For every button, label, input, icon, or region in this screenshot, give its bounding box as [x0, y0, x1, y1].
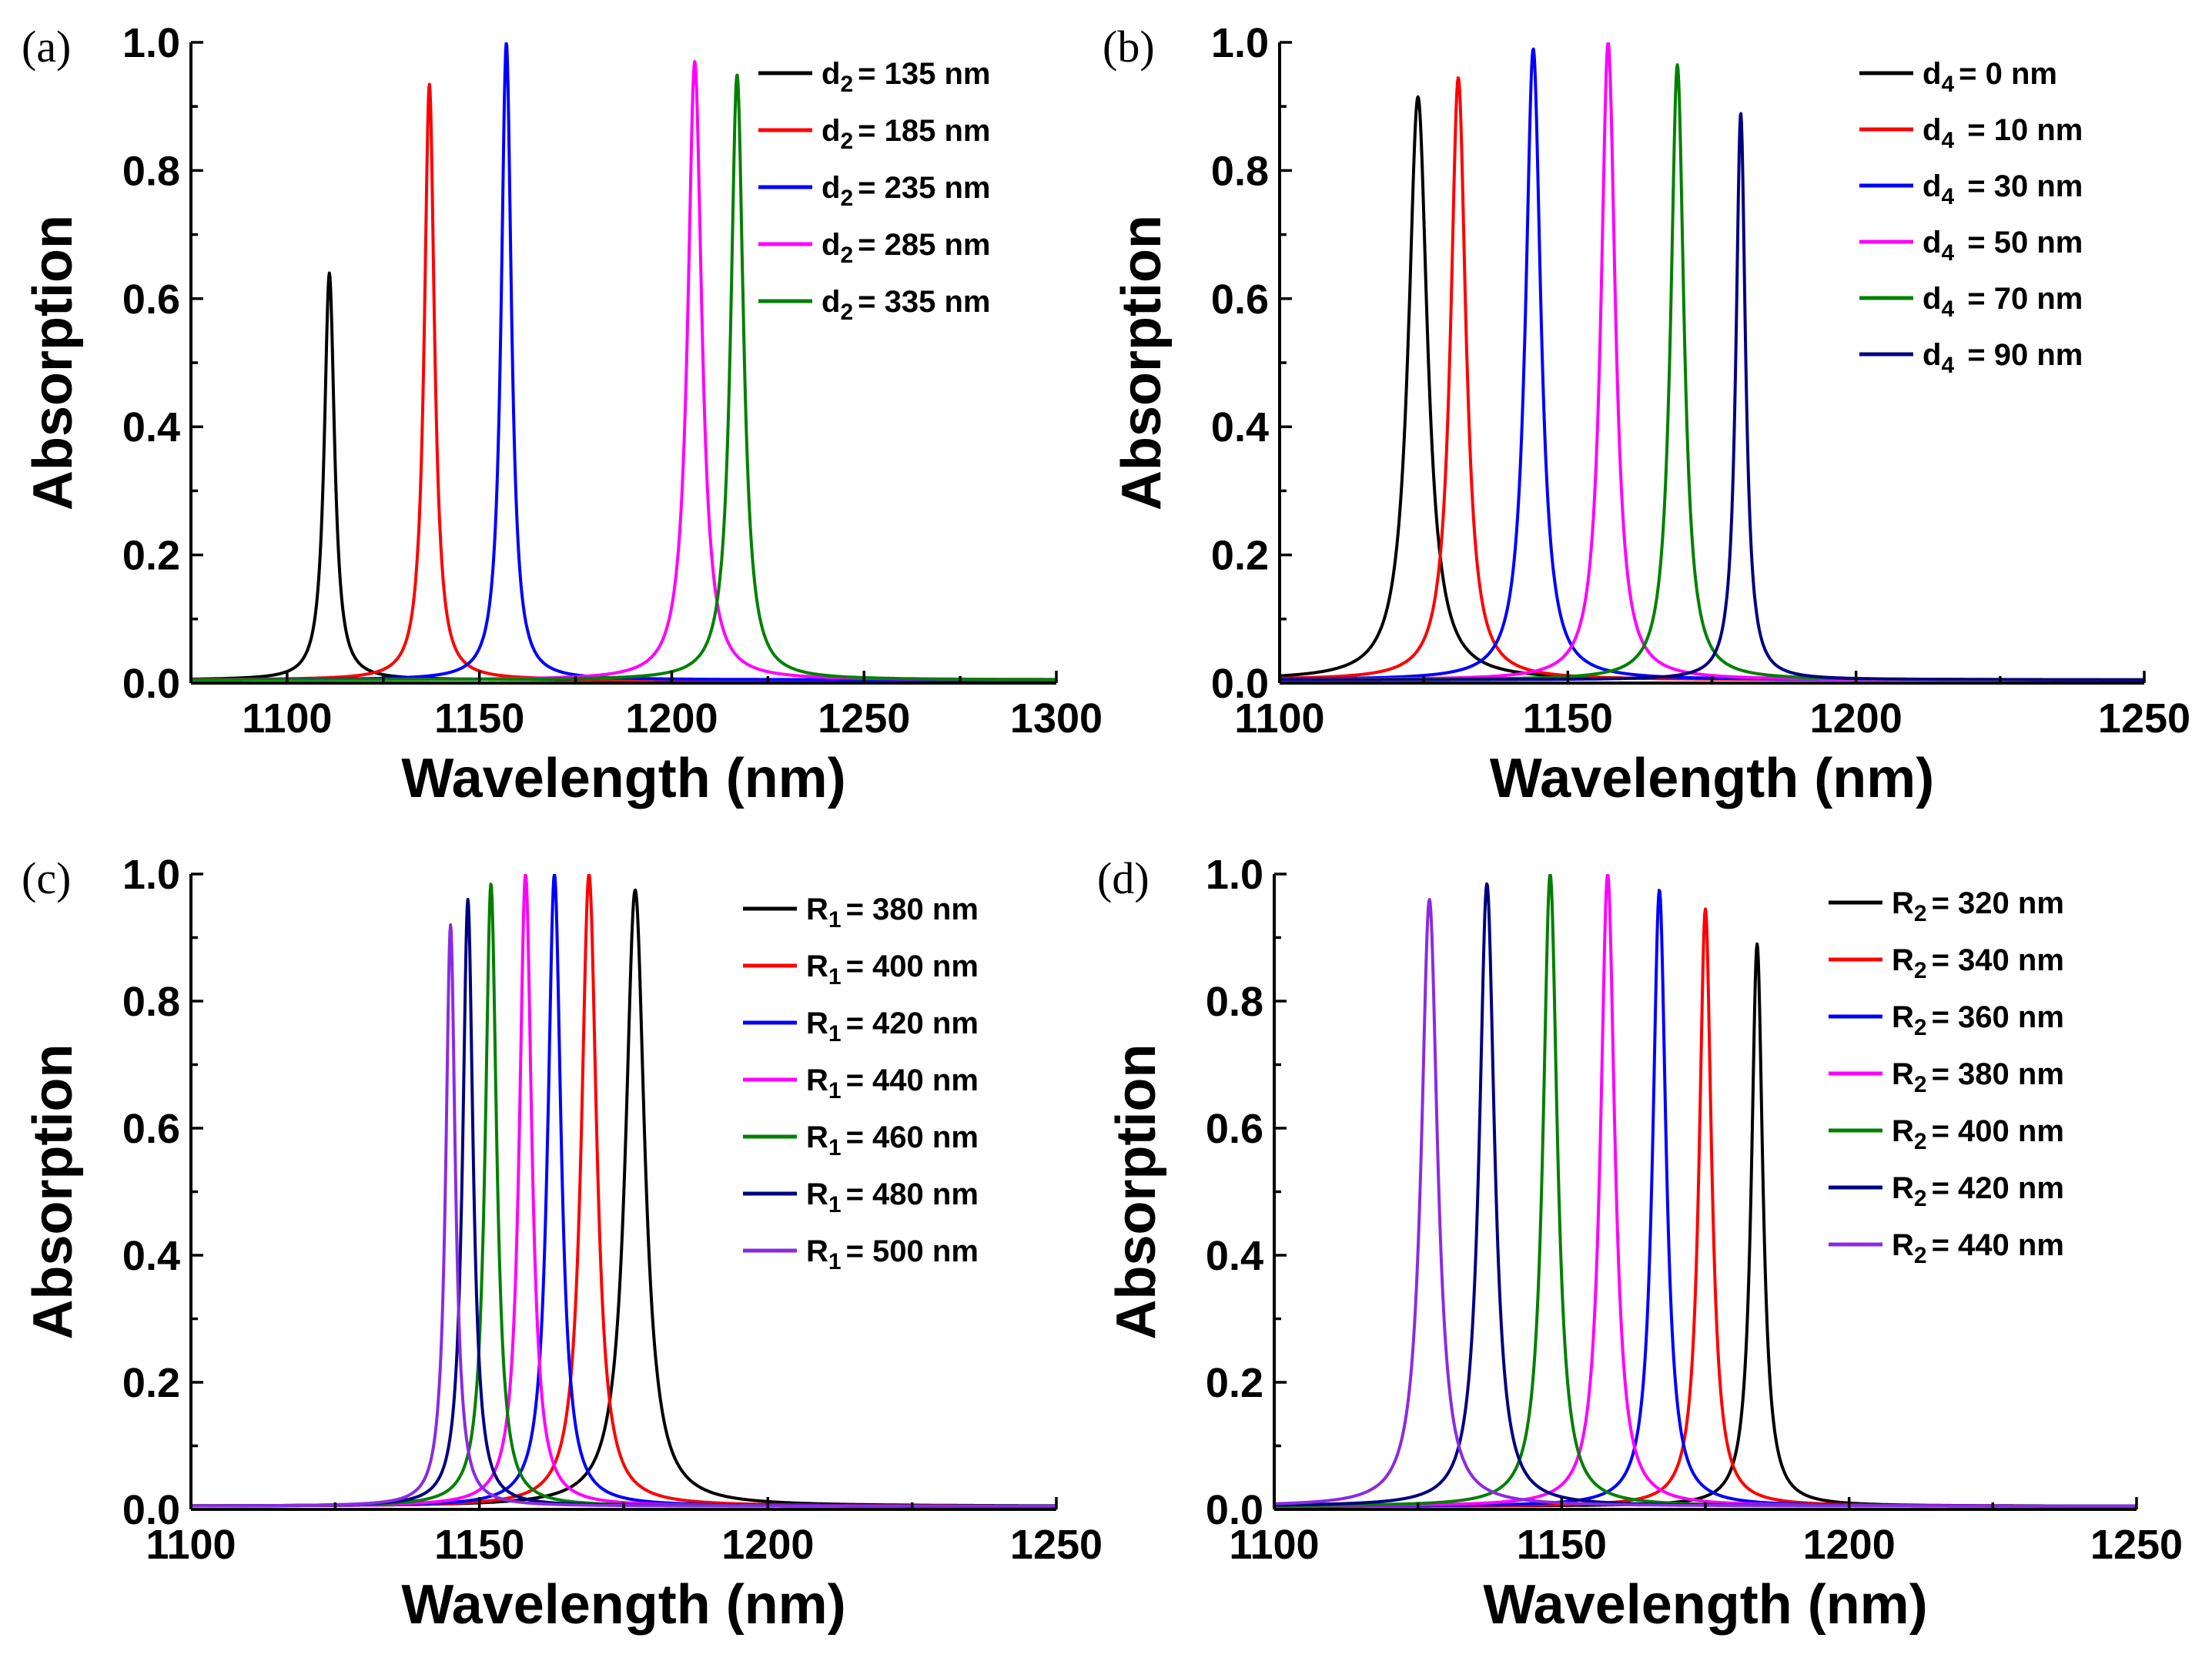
y-tick-label: 0.6 [122, 276, 180, 323]
y-tick-label: 0.8 [122, 148, 180, 194]
legend: d2 = 135 nm d2 = 185 nm d2 = 235 nm d2 = 285 nm… [758, 57, 990, 325]
chart-panel-d: 1100 1150 1200 1250 0.0 0.2 0.4 0.6 0.8 1.0 Wavele… [1097, 852, 2183, 1636]
x-tick-label: 1200 [721, 1522, 814, 1568]
x-tick-label: 1100 [242, 695, 332, 742]
y-tick-label: 0.4 [1206, 1233, 1263, 1279]
panel-letter: (a) [22, 22, 71, 72]
y-tick-label: 0.2 [122, 533, 180, 579]
x-tick-label: 1150 [434, 1522, 524, 1568]
y-tick-label: 1.0 [1206, 852, 1263, 898]
series-line-2 [1274, 907, 2137, 1508]
legend-entry: d4 = 10 nm [1923, 113, 2083, 153]
legend-entry: d4 = 50 nm [1923, 226, 2083, 266]
x-tick-label: 1300 [1010, 695, 1103, 742]
y-axis-label: Absorption [22, 1044, 84, 1340]
series-line-1 [191, 271, 1056, 682]
x-axis-label: Wavelength (nm) [401, 1574, 845, 1636]
legend-entry: d2 = 335 nm [822, 285, 990, 325]
chart-panel-b: 1100 1150 1200 1250 0.0 0.2 0.4 0.6 0.8 1.0 Wavele… [1103, 20, 2190, 809]
x-tick-label: 1150 [1523, 695, 1613, 742]
x-tick-label: 1250 [2090, 1522, 2183, 1568]
x-tick-label: 1250 [2098, 695, 2190, 742]
legend-entry: R1 = 400 nm [806, 950, 979, 990]
legend-entry: d2 = 185 nm [822, 114, 990, 154]
x-tick-label: 1150 [1517, 1522, 1607, 1568]
legend-entry: d2 = 285 nm [822, 228, 990, 268]
y-tick-label: 0.2 [1211, 533, 1269, 579]
panel-letter: (d) [1097, 853, 1150, 903]
y-tick-label: 1.0 [122, 852, 180, 898]
legend: R1 = 380 nm R1 = 400 nm R1 = 420 nm R1 = 440 nm… [743, 893, 979, 1274]
legend-entry: R2 = 380 nm [1892, 1057, 2064, 1097]
x-tick-label: 1250 [1010, 1522, 1103, 1568]
legend-entry: d4 = 30 nm [1923, 169, 2083, 209]
legend-entry: d4 = 0 nm [1923, 57, 2057, 97]
x-axis-label: Wavelength (nm) [1490, 748, 1934, 809]
legend-entry: R2 = 440 nm [1892, 1228, 2064, 1268]
x-tick-label: 1200 [1803, 1522, 1896, 1568]
series-line-5 [191, 73, 1056, 682]
y-tick-label: 0.8 [1211, 148, 1269, 194]
y-axis-label: Absorption [1111, 215, 1173, 511]
y-tick-label: 0.8 [122, 979, 180, 1025]
legend-entry: d4 = 70 nm [1923, 282, 2083, 322]
y-tick-label: 0.4 [122, 1233, 180, 1279]
x-tick-label: 1100 [1234, 695, 1324, 742]
series-group [191, 42, 1056, 682]
x-axis-label: Wavelength (nm) [1483, 1574, 1927, 1636]
chart-panel-c: 1100 1150 1200 1250 0.0 0.2 0.4 0.6 0.8 1.0 Wavele… [22, 852, 1103, 1636]
y-tick-label: 1.0 [1211, 20, 1269, 66]
y-tick-label: 0.0 [1211, 661, 1269, 707]
x-tick-label: 1200 [625, 695, 718, 742]
legend-entry: R1 = 480 nm [806, 1177, 979, 1218]
series-line-4 [191, 60, 1056, 682]
y-tick-label: 0.2 [122, 1360, 180, 1406]
legend-entry: d2 = 235 nm [822, 171, 990, 211]
legend-entry: d2 = 135 nm [822, 57, 990, 97]
chart-panel-a: 1100 1150 1200 1250 1300 0.0 0.2 0.4 0.6 0.8 1.0 Wa… [22, 20, 1103, 809]
legend-entry: R2 = 340 nm [1892, 943, 2064, 983]
y-axis-label: Absorption [22, 215, 84, 511]
y-tick-label: 0.2 [1206, 1360, 1263, 1406]
legend: R2 = 320 nm R2 = 340 nm R2 = 360 nm R2 = 380 nm… [1829, 886, 2064, 1268]
legend-entry: R1 = 460 nm [806, 1120, 979, 1161]
legend-entry: R2 = 420 nm [1892, 1171, 2064, 1211]
legend-entry: R1 = 440 nm [806, 1063, 979, 1104]
y-tick-label: 0.4 [1211, 404, 1269, 450]
legend-entry: R2 = 320 nm [1892, 886, 2064, 926]
y-tick-label: 0.0 [122, 1487, 180, 1533]
series-line-2 [1280, 76, 2144, 682]
series-line-5 [1280, 63, 2144, 682]
y-tick-label: 0.6 [1206, 1106, 1263, 1152]
y-tick-label: 0.4 [122, 404, 180, 450]
legend-entry: R2 = 400 nm [1892, 1114, 2064, 1154]
y-tick-label: 0.6 [122, 1106, 180, 1152]
y-axis-label: Absorption [1106, 1044, 1167, 1340]
x-tick-label: 1100 [146, 1522, 236, 1568]
legend-entry: R1 = 420 nm [806, 1006, 979, 1047]
panel-letter: (b) [1103, 22, 1155, 72]
y-tick-label: 1.0 [122, 20, 180, 66]
panel-letter: (c) [22, 853, 71, 903]
y-tick-label: 0.6 [1211, 276, 1269, 323]
x-tick-label: 1200 [1810, 695, 1902, 742]
x-tick-label: 1150 [434, 695, 524, 742]
x-axis-label: Wavelength (nm) [401, 748, 845, 809]
x-tick-label: 1250 [818, 695, 910, 742]
legend-entry: R2 = 360 nm [1892, 1000, 2064, 1040]
y-tick-label: 0.0 [122, 661, 180, 707]
legend: d4 = 0 nm d4 = 10 nm d4 = 30 nm d4 = 50 nm d4… [1859, 57, 2083, 378]
x-tick-label: 1100 [1229, 1522, 1319, 1568]
y-tick-label: 0.0 [1206, 1487, 1263, 1533]
legend-entry: R1 = 380 nm [806, 893, 979, 933]
y-tick-label: 0.8 [1206, 979, 1263, 1025]
legend-entry: R1 = 500 nm [806, 1234, 979, 1274]
legend-entry: d4 = 90 nm [1923, 338, 2083, 378]
